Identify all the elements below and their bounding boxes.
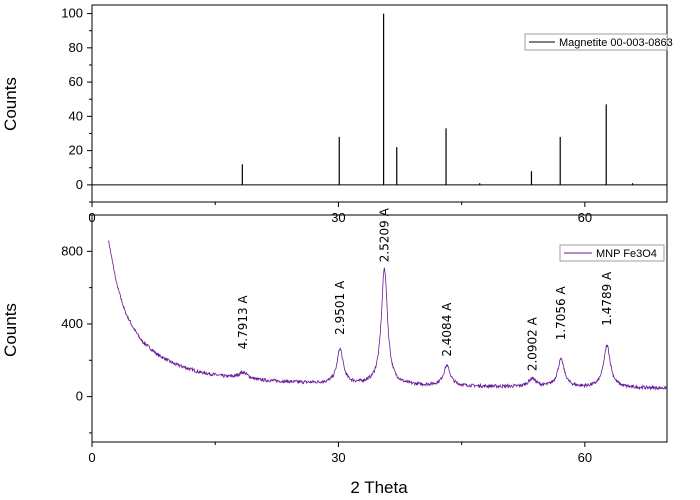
- top-y-tick-label: 0: [76, 177, 83, 192]
- bottom-legend-label: MNP Fe3O4: [596, 248, 657, 260]
- bottom-y-tick-label: 800: [61, 243, 83, 258]
- top-legend-label: Magnetite 00-003-0863: [559, 37, 673, 49]
- top-legend: Magnetite 00-003-0863: [524, 33, 673, 51]
- top-y-axis-title: Counts: [1, 77, 20, 131]
- d-spacing-label: 2.5209 A: [377, 207, 391, 262]
- bottom-x-tick-label: 30: [331, 450, 345, 465]
- x-axis-title: 2 Theta: [350, 478, 408, 497]
- mnp-fe3o4-panel: 0 400 800 0 30 60 4.7913 A 2.9501 A 2.5209 A 2.…: [1, 207, 668, 497]
- magnetite-reference-panel: 0 20 40 60 80 100 0 30 60 Counts Magnetite 00-0…: [1, 4, 673, 225]
- bottom-legend-box: [559, 244, 665, 262]
- bottom-y-tick-label: 0: [76, 389, 83, 404]
- mnp-fe3o4-trace: [108, 239, 668, 391]
- top-y-tick-label: 20: [69, 143, 83, 158]
- top-plot-frame: [91, 4, 668, 203]
- d-spacing-label: 4.7913 A: [236, 295, 250, 350]
- top-y-tick-label: 60: [69, 74, 83, 89]
- top-y-tick-label: 80: [69, 40, 83, 55]
- top-y-tick-label: 100: [61, 6, 83, 21]
- top-y-tick-label: 40: [69, 108, 83, 123]
- top-stick-series: [92, 13, 667, 186]
- d-spacing-label: 2.4084 A: [440, 302, 454, 357]
- d-spacing-label: 1.4789 A: [600, 271, 614, 326]
- bottom-y-tick-label: 400: [61, 316, 83, 331]
- bottom-x-tick-label: 60: [578, 450, 592, 465]
- bottom-pattern-series: [108, 239, 668, 391]
- bottom-y-axis-title: Counts: [1, 303, 20, 357]
- bottom-y-axis: 0 400 800: [61, 214, 92, 434]
- top-legend-box: [524, 33, 668, 51]
- top-x-tick-label: 60: [578, 210, 592, 225]
- top-x-axis: 0 30 60: [88, 202, 592, 225]
- d-spacing-label: 1.7056 A: [554, 286, 568, 341]
- top-x-tick-label: 30: [331, 210, 345, 225]
- bottom-plot-frame: [91, 214, 668, 443]
- bottom-x-tick-label: 0: [88, 450, 95, 465]
- bottom-x-axis: 0 30 60: [88, 442, 592, 465]
- d-spacing-label: 2.0902 A: [525, 316, 539, 371]
- bottom-legend: MNP Fe3O4: [559, 244, 665, 262]
- top-y-axis: 0 20 40 60 80 100: [61, 6, 92, 203]
- d-spacing-annotations: 4.7913 A 2.9501 A 2.5209 A 2.4084 A 2.0902 A…: [236, 207, 614, 371]
- d-spacing-label: 2.9501 A: [333, 280, 347, 335]
